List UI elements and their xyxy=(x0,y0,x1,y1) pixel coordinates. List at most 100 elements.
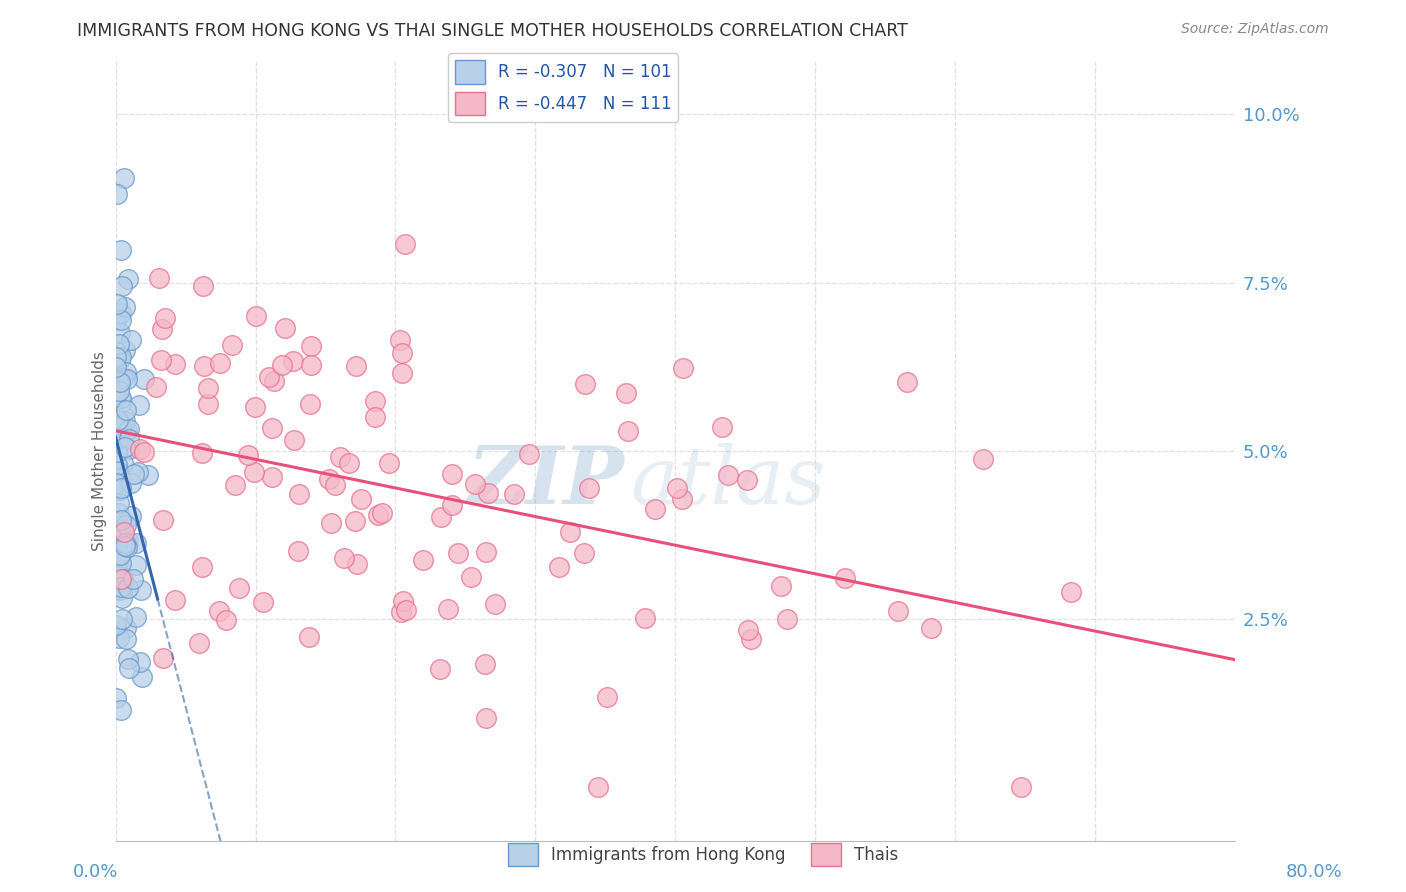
Point xyxy=(110,524,132,539)
Point xyxy=(111,394,134,409)
Point xyxy=(228,581,250,595)
Point xyxy=(110,420,132,434)
Point xyxy=(115,540,138,554)
Point xyxy=(105,297,128,311)
Point xyxy=(122,467,145,482)
Point xyxy=(737,623,759,637)
Point xyxy=(150,322,173,336)
Point xyxy=(299,358,322,372)
Point xyxy=(209,356,232,370)
Point xyxy=(188,636,211,650)
Point xyxy=(215,613,238,627)
Point xyxy=(114,535,136,549)
Point xyxy=(105,373,128,387)
Point xyxy=(111,612,134,626)
Point xyxy=(262,421,284,435)
Point xyxy=(666,481,689,495)
Point xyxy=(440,498,463,512)
Point xyxy=(115,402,138,417)
Point xyxy=(111,591,134,605)
Point xyxy=(257,370,280,384)
Point xyxy=(115,372,138,386)
Point xyxy=(644,502,666,516)
Point xyxy=(207,604,229,618)
Point xyxy=(108,326,131,340)
Point xyxy=(129,583,152,598)
Point xyxy=(412,553,434,567)
Point xyxy=(112,170,135,185)
Point xyxy=(671,361,693,376)
Point xyxy=(110,581,132,595)
Point xyxy=(114,414,136,428)
Text: IMMIGRANTS FROM HONG KONG VS THAI SINGLE MOTHER HOUSEHOLDS CORRELATION CHART: IMMIGRANTS FROM HONG KONG VS THAI SINGLE… xyxy=(77,22,908,40)
Point xyxy=(460,570,482,584)
Point xyxy=(252,595,274,609)
Point xyxy=(191,446,214,460)
Point xyxy=(287,487,309,501)
Point xyxy=(477,486,499,500)
Point xyxy=(430,510,453,524)
Point xyxy=(329,450,352,464)
Point xyxy=(371,506,394,520)
Point xyxy=(474,545,496,559)
Point xyxy=(190,559,212,574)
Point xyxy=(107,431,129,445)
Point xyxy=(152,513,174,527)
Point xyxy=(364,394,387,409)
Point xyxy=(392,593,415,607)
Point xyxy=(972,452,994,467)
Point xyxy=(105,360,128,375)
Point xyxy=(191,278,214,293)
Point xyxy=(108,470,131,484)
Point xyxy=(115,517,138,532)
Point xyxy=(350,492,373,507)
Point xyxy=(502,487,524,501)
Point xyxy=(436,602,458,616)
Point xyxy=(108,352,131,367)
Point xyxy=(394,236,416,251)
Point xyxy=(118,661,141,675)
Point xyxy=(105,350,128,364)
Point xyxy=(120,508,142,523)
Point xyxy=(464,477,486,491)
Point xyxy=(887,604,910,618)
Point xyxy=(114,300,136,314)
Point xyxy=(105,458,128,473)
Point xyxy=(118,433,141,447)
Y-axis label: Single Mother Households: Single Mother Households xyxy=(93,351,107,551)
Point xyxy=(337,456,360,470)
Point xyxy=(346,557,368,571)
Point xyxy=(920,621,942,635)
Point xyxy=(108,375,131,389)
Point xyxy=(114,632,136,646)
Point xyxy=(105,313,128,327)
Point xyxy=(105,690,128,705)
Point xyxy=(110,703,132,717)
Point xyxy=(108,417,131,431)
Point xyxy=(107,523,129,537)
Point xyxy=(153,311,176,326)
Point xyxy=(834,571,856,585)
Point xyxy=(440,467,463,482)
Point xyxy=(108,549,131,563)
Point xyxy=(378,457,401,471)
Point xyxy=(287,544,309,558)
Point xyxy=(117,272,139,286)
Point xyxy=(108,384,131,398)
Point xyxy=(104,390,127,404)
Point xyxy=(122,572,145,586)
Point xyxy=(333,550,356,565)
Text: Source: ZipAtlas.com: Source: ZipAtlas.com xyxy=(1181,22,1329,37)
Point xyxy=(110,572,132,586)
Point xyxy=(474,657,496,671)
Point xyxy=(319,516,342,530)
Point xyxy=(105,582,128,597)
Point xyxy=(163,592,186,607)
Point xyxy=(236,448,259,462)
Point xyxy=(132,445,155,459)
Point xyxy=(614,385,637,400)
Point xyxy=(125,558,148,573)
Point xyxy=(107,337,129,351)
Point xyxy=(243,401,266,415)
Point xyxy=(110,418,132,433)
